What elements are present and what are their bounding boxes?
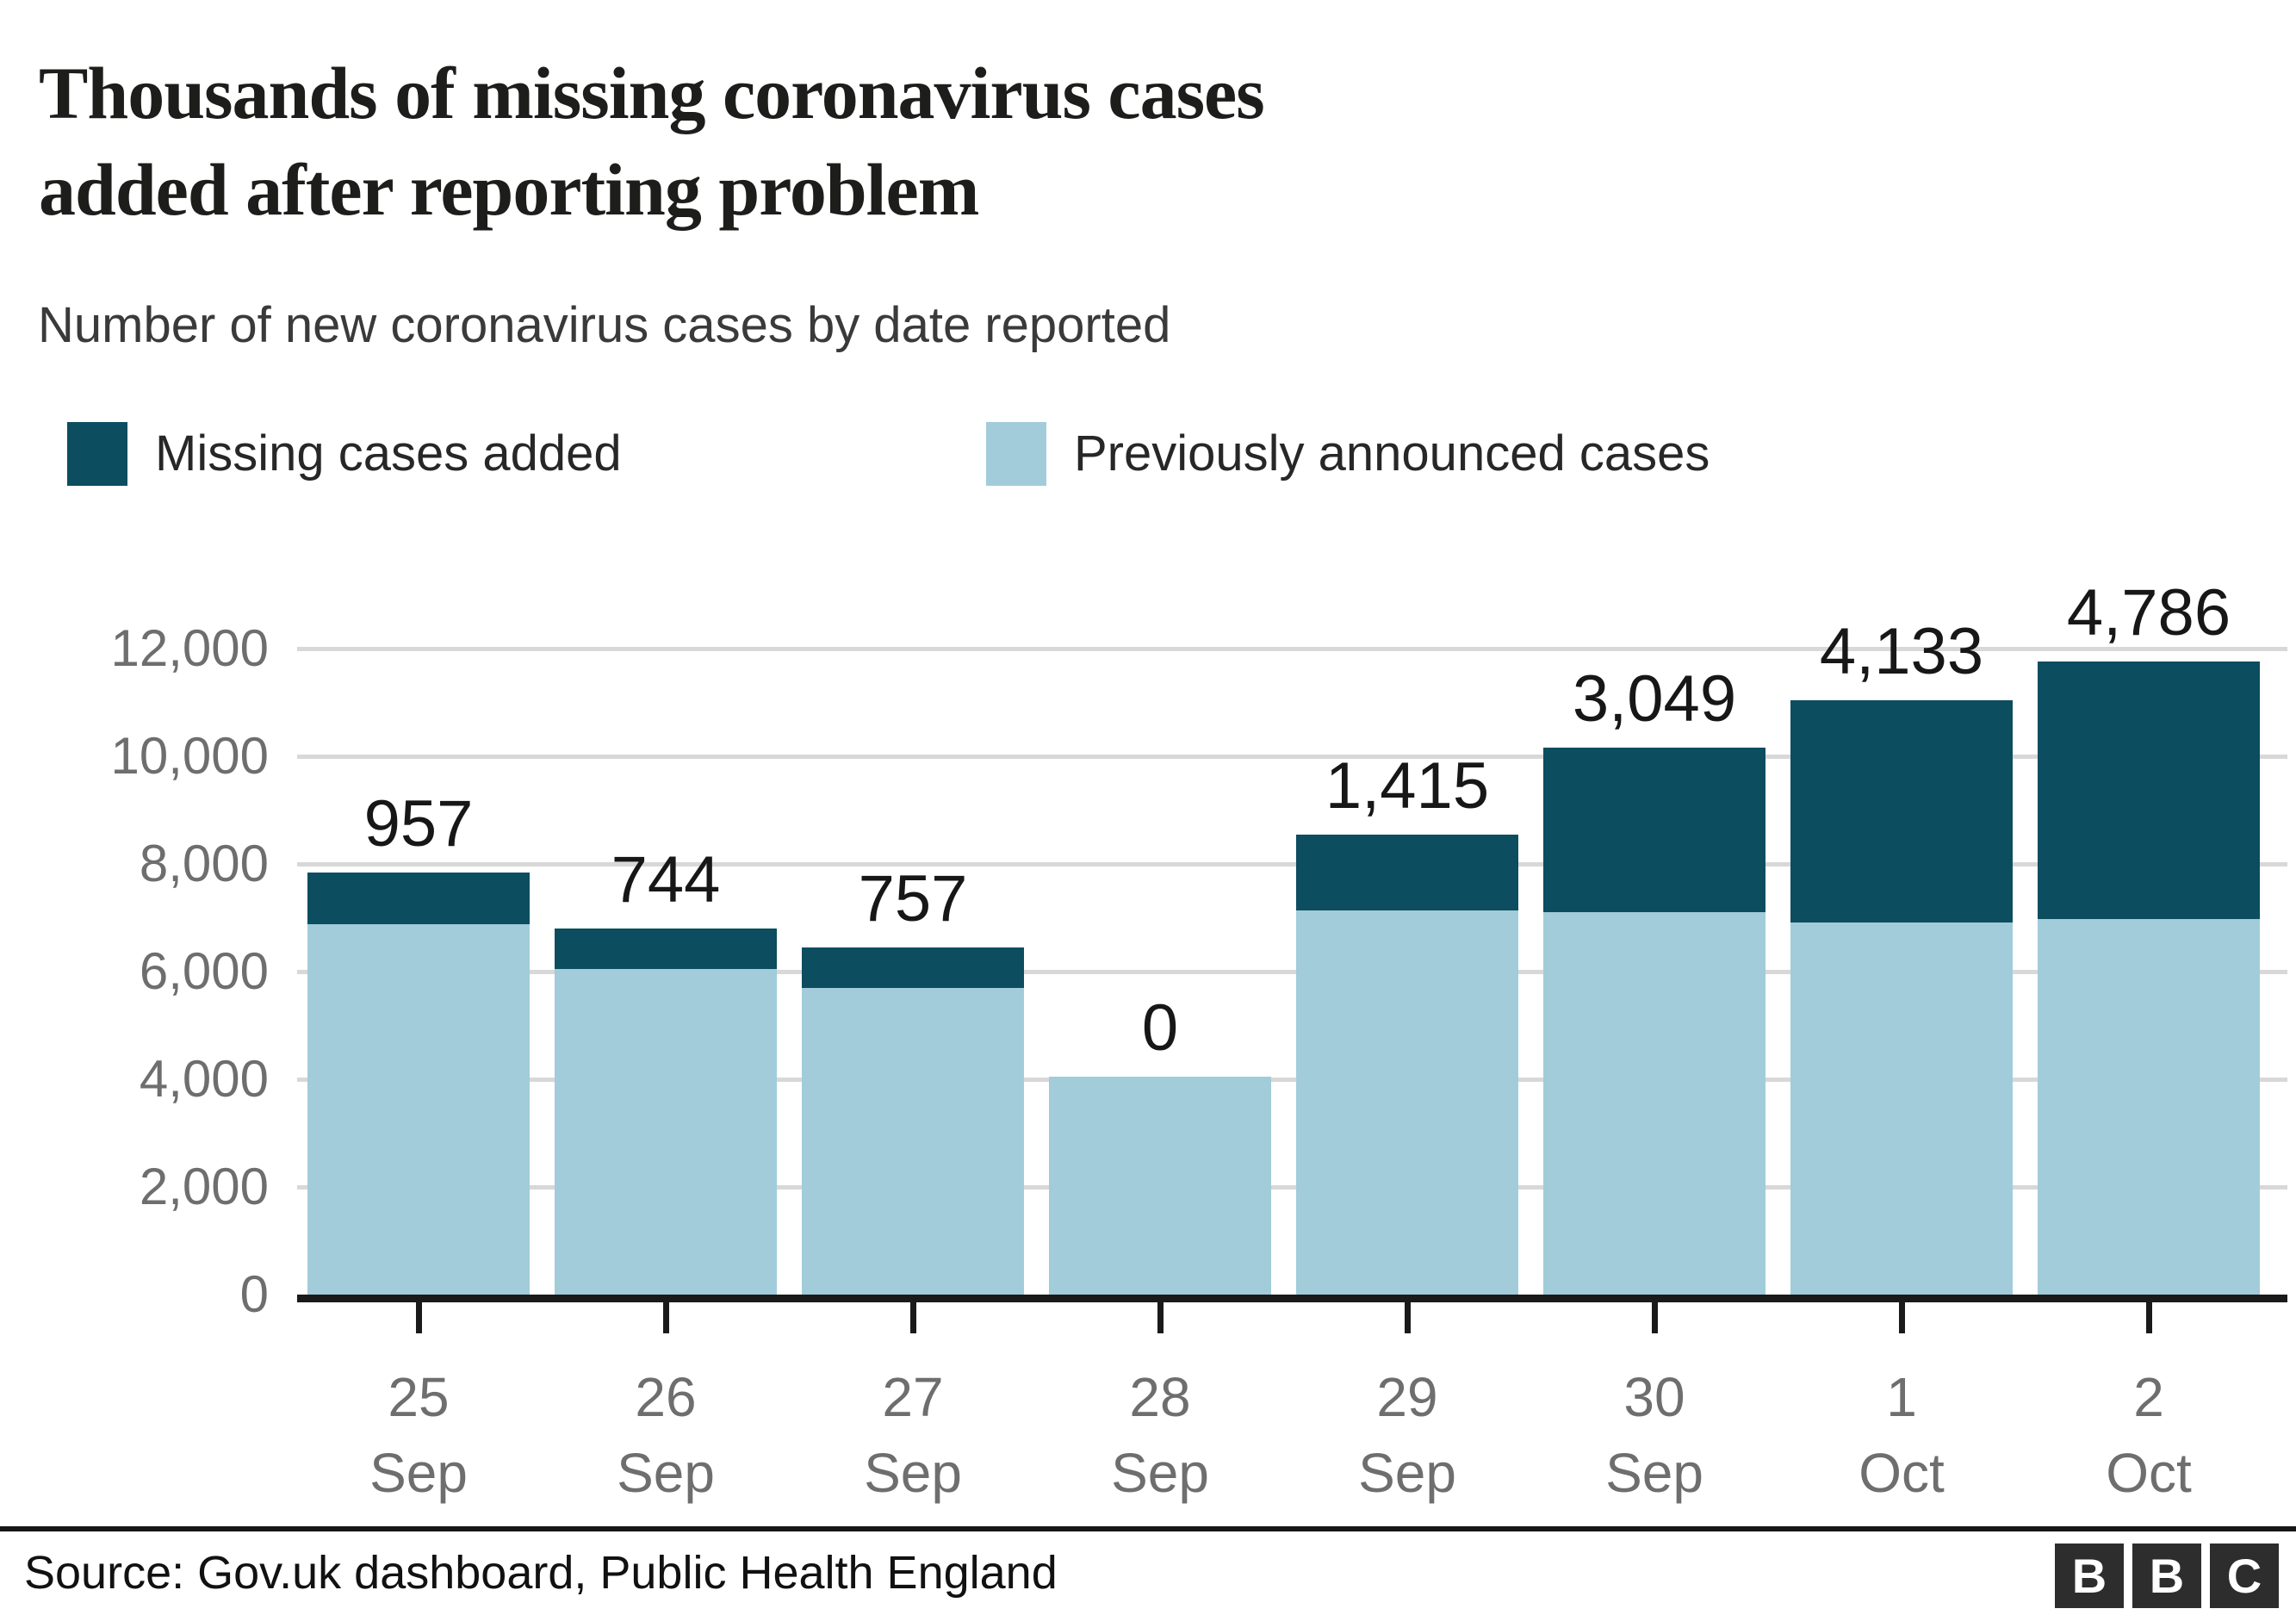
gridline-10000 bbox=[297, 755, 2287, 759]
bar-segment-missing-added-27-Sep bbox=[802, 947, 1024, 988]
x-axis-label-day: 25 bbox=[388, 1366, 450, 1428]
footer-divider bbox=[0, 1526, 2296, 1531]
bar-segment-missing-added-1-Oct bbox=[1790, 700, 2013, 922]
x-axis-label-day: 27 bbox=[882, 1366, 944, 1428]
bar-segment-missing-added-29-Sep bbox=[1296, 835, 1518, 910]
x-axis-label-day: 28 bbox=[1129, 1366, 1191, 1428]
bar-value-label-28-Sep: 0 bbox=[1141, 991, 1179, 1065]
y-axis-tick-label-12,000: 12,000 bbox=[110, 619, 269, 677]
bar-segment-missing-added-26-Sep bbox=[555, 929, 777, 969]
bar-value-label-29-Sep: 1,415 bbox=[1325, 749, 1490, 823]
y-axis-tick-label-6,000: 6,000 bbox=[139, 942, 269, 1000]
bar-segment-missing-added-30-Sep bbox=[1543, 748, 1765, 912]
x-axis-label-29-Sep: 29 Sep bbox=[1284, 1359, 1530, 1511]
x-axis-label-30-Sep: 30 Sep bbox=[1531, 1359, 1778, 1511]
legend-label-missing-cases: Missing cases added bbox=[155, 425, 622, 481]
gridline-12000 bbox=[297, 647, 2287, 651]
x-axis-label-month: Sep bbox=[1358, 1442, 1456, 1504]
x-axis-label-1-Oct: 1 Oct bbox=[1778, 1359, 2025, 1511]
x-axis-label-month: Sep bbox=[1605, 1442, 1703, 1504]
x-axis-tick-29-Sep bbox=[1405, 1302, 1411, 1333]
chart-title: Thousands of missing coronavirus cases a… bbox=[39, 45, 2243, 238]
chart-title-line1: Thousands of missing coronavirus cases bbox=[39, 52, 1265, 134]
chart-title-line2: added after reporting problem bbox=[39, 148, 979, 231]
bar-value-label-25-Sep: 957 bbox=[363, 787, 474, 860]
bar-segment-previously-announced-29-Sep bbox=[1296, 910, 1518, 1295]
x-axis-tick-27-Sep bbox=[910, 1302, 916, 1333]
y-axis-tick-label-0: 0 bbox=[239, 1265, 269, 1323]
x-axis-label-day: 30 bbox=[1623, 1366, 1685, 1428]
bar-segment-previously-announced-26-Sep bbox=[555, 969, 777, 1295]
x-axis-label-day: 1 bbox=[1886, 1366, 1917, 1428]
legend-swatch-missing-cases bbox=[67, 422, 127, 486]
legend-label-previously-announced: Previously announced cases bbox=[1074, 425, 1710, 481]
x-axis-label-27-Sep: 27 Sep bbox=[790, 1359, 1036, 1511]
source-credit: Source: Gov.uk dashboard, Public Health … bbox=[24, 1547, 1058, 1599]
bbc-logo-letter-c: C bbox=[2210, 1544, 2279, 1608]
x-axis-tick-2-Oct bbox=[2146, 1302, 2152, 1333]
x-axis-label-month: Sep bbox=[369, 1442, 468, 1504]
bar-value-label-27-Sep: 757 bbox=[858, 862, 968, 935]
x-axis-label-28-Sep: 28 Sep bbox=[1037, 1359, 1283, 1511]
x-axis-baseline bbox=[297, 1295, 2287, 1302]
bar-value-label-26-Sep: 744 bbox=[611, 843, 721, 916]
bar-segment-previously-announced-28-Sep bbox=[1049, 1077, 1271, 1295]
y-axis-tick-label-2,000: 2,000 bbox=[139, 1158, 269, 1215]
x-axis-label-26-Sep: 26 Sep bbox=[543, 1359, 789, 1511]
x-axis-label-month: Sep bbox=[864, 1442, 962, 1504]
y-axis-tick-label-4,000: 4,000 bbox=[139, 1050, 269, 1108]
x-axis-tick-26-Sep bbox=[663, 1302, 669, 1333]
bar-segment-missing-added-2-Oct bbox=[2038, 662, 2260, 919]
x-axis-label-month: Oct bbox=[2106, 1442, 2192, 1504]
x-axis-label-month: Sep bbox=[617, 1442, 715, 1504]
y-axis-tick-label-8,000: 8,000 bbox=[139, 835, 269, 892]
gridline-4000 bbox=[297, 1078, 2287, 1082]
chart-subtitle: Number of new coronavirus cases by date … bbox=[38, 297, 1171, 353]
bar-segment-previously-announced-27-Sep bbox=[802, 988, 1024, 1295]
bar-segment-previously-announced-30-Sep bbox=[1543, 912, 1765, 1295]
x-axis-label-day: 29 bbox=[1376, 1366, 1438, 1428]
y-axis-tick-label-10,000: 10,000 bbox=[110, 727, 269, 785]
gridline-2000 bbox=[297, 1185, 2287, 1190]
bar-value-label-1-Oct: 4,133 bbox=[1819, 615, 1984, 688]
x-axis-label-2-Oct: 2 Oct bbox=[2026, 1359, 2272, 1511]
bar-segment-previously-announced-2-Oct bbox=[2038, 919, 2260, 1295]
gridline-6000 bbox=[297, 970, 2287, 974]
x-axis-label-month: Oct bbox=[1859, 1442, 1945, 1504]
x-axis-label-month: Sep bbox=[1111, 1442, 1209, 1504]
bar-segment-missing-added-25-Sep bbox=[307, 873, 530, 924]
x-axis-tick-30-Sep bbox=[1652, 1302, 1658, 1333]
x-axis-label-day: 2 bbox=[2133, 1366, 2164, 1428]
legend-swatch-previously-announced bbox=[986, 422, 1046, 486]
bar-segment-previously-announced-25-Sep bbox=[307, 924, 530, 1295]
bbc-logo-letter-b1: B bbox=[2055, 1544, 2124, 1608]
x-axis-tick-28-Sep bbox=[1157, 1302, 1164, 1333]
bar-value-label-2-Oct: 4,786 bbox=[2066, 576, 2231, 649]
x-axis-tick-25-Sep bbox=[416, 1302, 422, 1333]
x-axis-label-day: 26 bbox=[635, 1366, 697, 1428]
gridline-8000 bbox=[297, 862, 2287, 867]
bbc-logo-letter-b2: B bbox=[2132, 1544, 2201, 1608]
x-axis-label-25-Sep: 25 Sep bbox=[295, 1359, 542, 1511]
bar-value-label-30-Sep: 3,049 bbox=[1572, 662, 1737, 736]
x-axis-tick-1-Oct bbox=[1899, 1302, 1905, 1333]
bar-segment-previously-announced-1-Oct bbox=[1790, 922, 2013, 1295]
